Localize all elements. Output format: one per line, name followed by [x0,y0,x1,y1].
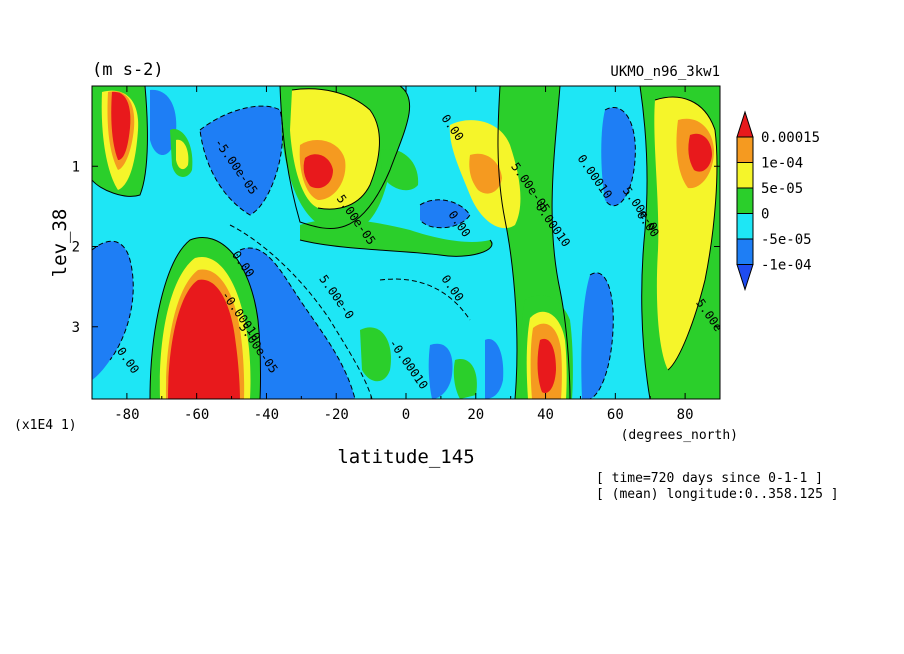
colorbar-level-label: -1e-04 [761,258,812,274]
info-line-time: [ time=720 days since 0-1-1 ] [596,471,823,486]
x-tick-label: -20 [324,407,349,423]
region-neg-north-upper [601,107,636,206]
colorbar-segment [736,187,754,214]
colorbar: 0.00015 1e-04 5e-05 0 -5e-05 -1e-04 [736,110,820,292]
region-neg-upper-left [200,106,283,215]
x-tick-label: -40 [254,407,279,423]
y-scale-note: (x1E4 1) [14,418,77,433]
colorbar-level-label: 1e-04 [761,156,803,172]
colorbar-level-label: 0 [761,207,769,223]
colorbar-segment [736,213,754,240]
x-units-label: (degrees_north) [621,428,738,443]
x-tick-label: -80 [114,407,139,423]
contour-lines-dashed [92,105,636,399]
colorbar-level-label: -5e-05 [761,232,812,248]
region-neg-center-lower2 [485,339,504,399]
region-yellow-left2 [176,139,189,170]
y-tick-label: 3 [72,320,80,336]
chart-dataset-title: UKMO_n96_3kw1 [610,64,720,80]
contour-lines [92,86,718,399]
region-neg-center-lower [428,343,453,399]
y-axis-label: lev_38 [49,209,71,278]
colorbar-top-arrow [736,110,754,138]
region-green-lower-left [360,327,391,382]
y-axis-ticks: 1 2 3 [72,159,720,336]
colorbar-level-label: 5e-05 [761,181,803,197]
colorbar-segment [736,162,754,189]
region-red-south-deep [168,279,240,399]
x-tick-label: 60 [607,407,624,423]
x-axis-ticks: -80 -60 -40 -20 0 20 40 60 80 [91,86,721,423]
y-tick-label: 2 [72,240,80,256]
region-red-left [111,91,131,160]
region-neg-south-lower [92,241,134,380]
colorbar-bottom-arrow [736,264,754,292]
x-tick-label: 0 [402,407,410,423]
region-neg-north-mid [581,272,614,399]
colorbar-segment [736,238,754,265]
x-tick-label: -60 [184,407,209,423]
x-tick-label: 40 [537,407,554,423]
colorbar-level-label: 0.00015 [761,130,820,146]
region-neg-south-mid [240,248,355,399]
x-tick-label: 80 [677,407,694,423]
y-tick-label: 1 [72,159,80,175]
region-neg-left-top [150,89,177,155]
chart-units-title: (m s-2) [92,60,164,80]
x-tick-label: 20 [467,407,484,423]
colorbar-segment [736,136,754,163]
region-red-north [688,133,712,172]
region-green-center-mid [380,149,419,191]
region-red-40n [537,338,556,394]
region-green-lower-right [453,359,477,399]
region-red-upper [303,154,333,189]
x-axis-label: latitude_145 [337,446,474,468]
region-orange-center [469,153,502,194]
info-line-longitude: [ (mean) longitude:0..358.125 ] [596,487,839,502]
region-neg-upper-center [420,199,470,228]
